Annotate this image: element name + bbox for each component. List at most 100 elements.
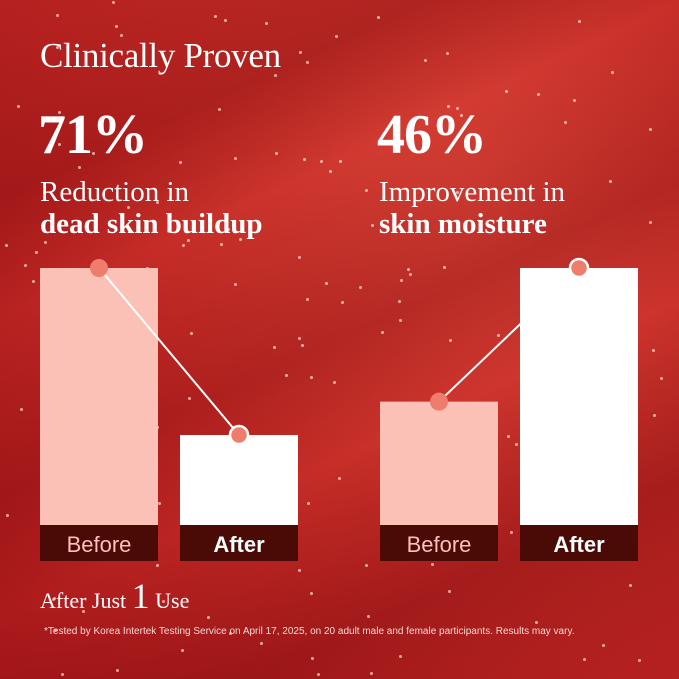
speck: [56, 46, 60, 50]
speck: [366, 615, 370, 619]
speck: [341, 301, 344, 305]
speck: [648, 220, 652, 224]
speck: [364, 564, 368, 568]
speck: [92, 152, 96, 155]
stat-value-dead-skin: 71%: [38, 104, 148, 166]
speck: [459, 114, 463, 118]
speck: [158, 502, 162, 506]
bar-label-before: Before: [67, 532, 132, 557]
bar-label-band: [380, 525, 498, 561]
bar-before: [380, 401, 498, 525]
speck: [187, 397, 191, 401]
speck: [43, 241, 47, 245]
speck: [297, 336, 301, 340]
speck: [23, 264, 27, 268]
speck: [423, 58, 427, 62]
speck: [431, 563, 435, 567]
speck: [238, 237, 242, 241]
speck: [515, 443, 519, 447]
speck: [534, 621, 538, 625]
speck: [397, 299, 401, 303]
speck: [119, 33, 123, 37]
speck: [335, 35, 339, 39]
speck: [406, 268, 410, 272]
speck: [224, 18, 228, 22]
stat-desc-moisture: Improvement in skin moisture: [379, 176, 565, 240]
speck: [400, 278, 404, 282]
speck: [651, 349, 655, 353]
speck: [660, 376, 664, 380]
speck: [181, 244, 185, 248]
speck: [497, 334, 501, 338]
speck: [20, 407, 24, 411]
speck: [54, 628, 58, 632]
speck: [309, 592, 313, 596]
speck: [652, 413, 656, 417]
bar-label-after: After: [553, 532, 605, 557]
speck: [229, 631, 233, 635]
speck: [332, 380, 336, 384]
data-point: [430, 392, 448, 411]
speck: [309, 375, 313, 379]
speck: [226, 227, 230, 231]
speck: [81, 610, 85, 614]
speck: [115, 669, 119, 673]
speck: [297, 569, 301, 573]
speck: [648, 128, 652, 132]
speck: [409, 272, 413, 276]
speck: [57, 110, 61, 114]
speck: [456, 190, 460, 194]
speck: [608, 179, 612, 183]
speck: [52, 598, 56, 602]
speck: [611, 71, 615, 75]
bar-label-band: [180, 525, 298, 561]
speck: [399, 655, 403, 659]
bar-label-band: [40, 525, 158, 561]
speck: [370, 672, 374, 676]
speck: [319, 160, 323, 164]
speck: [364, 189, 368, 193]
speck: [337, 477, 341, 481]
subtitle: After Just 1 Use: [40, 575, 189, 617]
subtitle-post: Use: [149, 588, 190, 613]
speck: [264, 21, 268, 25]
speck: [371, 224, 375, 228]
speck: [55, 14, 59, 18]
speck: [305, 61, 309, 65]
speck: [563, 121, 567, 125]
speck: [577, 19, 581, 23]
trend-line: [98, 267, 240, 436]
speck: [629, 584, 633, 588]
speck: [58, 142, 62, 146]
speck: [398, 318, 402, 322]
speck: [273, 74, 277, 78]
stat-value-moisture: 46%: [377, 104, 487, 166]
speck: [306, 298, 310, 302]
speck: [311, 656, 315, 660]
speck: [449, 338, 453, 342]
speck: [380, 330, 384, 334]
speck: [509, 531, 513, 535]
speck: [637, 658, 641, 662]
speck: [317, 672, 321, 676]
subtitle-number: 1: [131, 576, 150, 616]
speck: [447, 104, 451, 108]
speck: [4, 244, 8, 248]
speck: [213, 14, 217, 18]
bar-before: [40, 268, 158, 525]
speck: [298, 256, 302, 260]
speck: [156, 563, 160, 567]
speck: [114, 25, 118, 29]
stat-desc-line2: dead skin buildup: [40, 208, 263, 240]
speck: [217, 108, 221, 112]
speck: [442, 265, 446, 269]
speck: [187, 239, 191, 243]
speck: [156, 201, 160, 205]
speck: [446, 51, 450, 55]
speck: [233, 283, 237, 287]
speck: [456, 107, 460, 111]
subtitle-pre: After Just: [40, 588, 132, 613]
speck: [582, 657, 586, 661]
speck: [181, 649, 185, 653]
